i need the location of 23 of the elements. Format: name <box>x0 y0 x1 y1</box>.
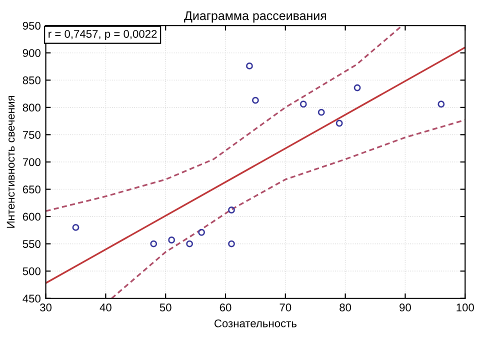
x-tick-label: 40 <box>100 304 112 312</box>
x-tick-label: 60 <box>220 304 232 312</box>
x-tick-label: 50 <box>160 304 172 312</box>
y-tick-label: 550 <box>22 240 40 248</box>
y-tick-label: 850 <box>22 76 40 84</box>
x-tick-label: 90 <box>400 304 411 312</box>
x-tick-label: 80 <box>340 304 352 312</box>
y-tick-label: 600 <box>22 212 40 221</box>
x-tick-label: 100 <box>456 304 474 312</box>
y-tick-label: 500 <box>22 267 40 276</box>
y-tick-label: 650 <box>22 186 40 194</box>
y-tick-label: 450 <box>22 294 40 303</box>
y-tick-label: 900 <box>22 49 40 57</box>
y-tick-label: 800 <box>22 104 40 112</box>
x-tick-label: 30 <box>40 304 52 312</box>
y-tick-label: 750 <box>22 130 40 139</box>
y-axis-title: Интенстивность свечения <box>6 96 15 228</box>
y-tick-label: 700 <box>22 158 40 166</box>
annotation: r = 0,7457, p = 0,0022 <box>48 30 157 40</box>
x-axis-title: Сознательность <box>214 319 297 328</box>
chart-title: Диаграмма рассеивания <box>184 11 326 23</box>
y-tick-label: 950 <box>22 22 40 30</box>
x-tick-label: 70 <box>280 304 292 312</box>
